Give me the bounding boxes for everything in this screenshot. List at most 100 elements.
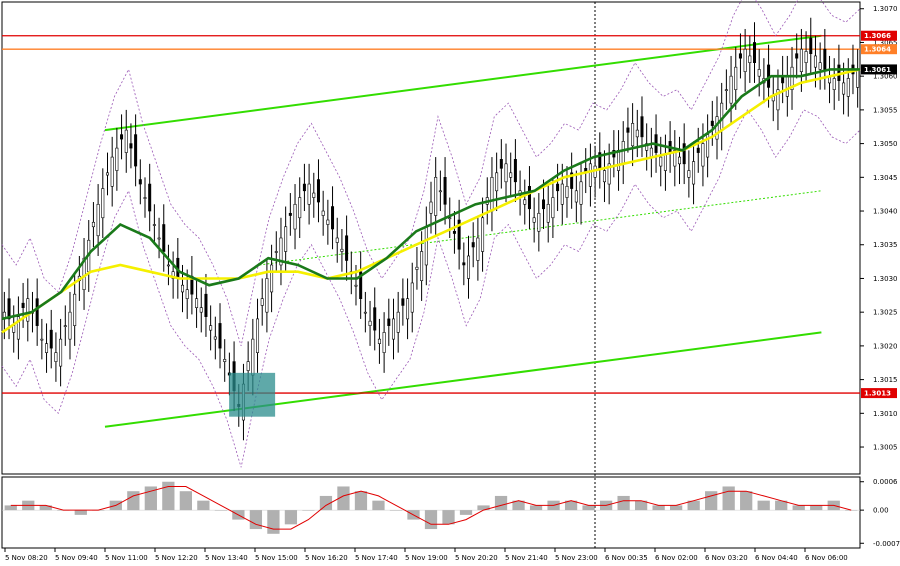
candle-body <box>631 123 635 147</box>
candle-body <box>49 329 53 349</box>
osc-histogram-bar <box>389 510 403 511</box>
candle-body <box>617 150 621 171</box>
osc-histogram-bar <box>424 510 438 530</box>
candle-body <box>143 197 147 199</box>
osc-histogram-bar <box>740 491 753 511</box>
candle-body <box>602 170 606 183</box>
candle-body <box>574 190 578 203</box>
candle-body <box>715 116 719 140</box>
candle-body <box>40 338 44 341</box>
time-tick-label: 5 Nov 15:00 <box>255 554 298 562</box>
candle-body <box>856 69 860 88</box>
moving-average-slow <box>1 68 861 334</box>
time-tick-label: 5 Nov 09:40 <box>55 554 98 562</box>
candle-body <box>790 66 794 90</box>
candle-body <box>265 278 269 313</box>
price-tick-label: 1.3015 <box>873 376 898 384</box>
candle-body <box>91 221 95 228</box>
candle-body <box>677 156 681 165</box>
candle-body <box>635 129 639 138</box>
candle-body <box>101 188 105 219</box>
candle-body <box>509 172 513 178</box>
candle-body <box>251 338 255 376</box>
candle-body <box>626 127 630 133</box>
time-tick-label: 6 Nov 04:40 <box>755 554 798 562</box>
candle-body <box>73 293 77 326</box>
candle-body <box>785 75 789 97</box>
candle-body <box>701 143 705 167</box>
time-tick-label: 6 Nov 00:35 <box>605 554 648 562</box>
candle-body <box>434 177 438 216</box>
osc-histogram-bar <box>74 510 87 515</box>
time-tick-label: 6 Nov 02:00 <box>655 554 698 562</box>
candle-body <box>218 323 222 349</box>
candle-body <box>588 163 592 187</box>
time-tick-label: 5 Nov 08:20 <box>5 554 48 562</box>
candle-body <box>260 298 264 306</box>
candle-body <box>157 237 161 240</box>
channel-lower-line <box>104 331 822 428</box>
candle-body <box>542 199 546 210</box>
candle-body <box>148 183 152 212</box>
candle-body <box>256 318 260 353</box>
price-tick-label: 1.3050 <box>873 140 898 148</box>
candle-body <box>490 177 494 212</box>
price-tick-label: 1.3020 <box>873 342 898 350</box>
candle-body <box>213 336 217 340</box>
candle-body <box>556 183 560 192</box>
time-tick-label: 6 Nov 03:20 <box>705 554 748 562</box>
candle-body <box>335 237 339 243</box>
price-tick-label: 1.3025 <box>873 309 898 317</box>
candle-body <box>813 55 817 68</box>
candle-body <box>96 203 100 237</box>
candle-body <box>429 201 433 214</box>
osc-histogram-bar <box>705 491 718 511</box>
price-tick-label: 1.3035 <box>873 241 898 249</box>
candle-body <box>59 338 63 367</box>
candle-body <box>513 159 517 183</box>
candle-body <box>209 325 213 331</box>
candle-body <box>462 262 466 266</box>
candle-body <box>818 62 822 70</box>
time-tick-label: 5 Nov 19:00 <box>405 554 448 562</box>
channel-upper-line <box>104 34 822 132</box>
candle-body <box>345 235 349 261</box>
osc-histogram-bar <box>617 495 630 511</box>
osc-histogram-bar <box>652 505 665 511</box>
osc-histogram-bar <box>494 495 508 511</box>
candle-body <box>171 271 175 279</box>
osc-histogram-bar <box>845 510 858 511</box>
candle-body <box>523 199 527 205</box>
candle-body <box>823 48 827 70</box>
osc-histogram-bar <box>214 510 228 511</box>
osc-histogram-bar <box>634 500 648 511</box>
candle-body <box>481 217 485 252</box>
price-tick-label: 1.3040 <box>873 208 898 216</box>
time-tick-label: 5 Nov 13:40 <box>205 554 248 562</box>
candle-body <box>504 163 508 183</box>
candle-body <box>659 156 663 167</box>
level-price-tag <box>861 64 897 75</box>
candle-body <box>424 226 428 266</box>
candle-body <box>316 179 320 203</box>
level-price-tag <box>861 30 897 41</box>
candle-body <box>35 298 39 326</box>
candle-body <box>457 219 461 250</box>
candle-body <box>181 284 185 293</box>
candle-body <box>63 325 67 327</box>
osc-histogram-bar <box>442 510 455 525</box>
candle-body <box>185 289 189 299</box>
candle-body <box>743 48 747 72</box>
candle-body <box>396 311 400 333</box>
level-price-label: 1.3013 <box>864 390 891 398</box>
candle-body <box>842 82 846 95</box>
moving-average-fast <box>1 68 860 321</box>
candle-body <box>682 143 686 165</box>
candle-body <box>729 75 733 104</box>
candle-body <box>377 338 381 344</box>
osc-histogram-bar <box>179 491 192 511</box>
osc-histogram-bar <box>459 510 473 515</box>
candle-body <box>359 271 363 299</box>
osc-histogram-bar <box>319 495 333 511</box>
